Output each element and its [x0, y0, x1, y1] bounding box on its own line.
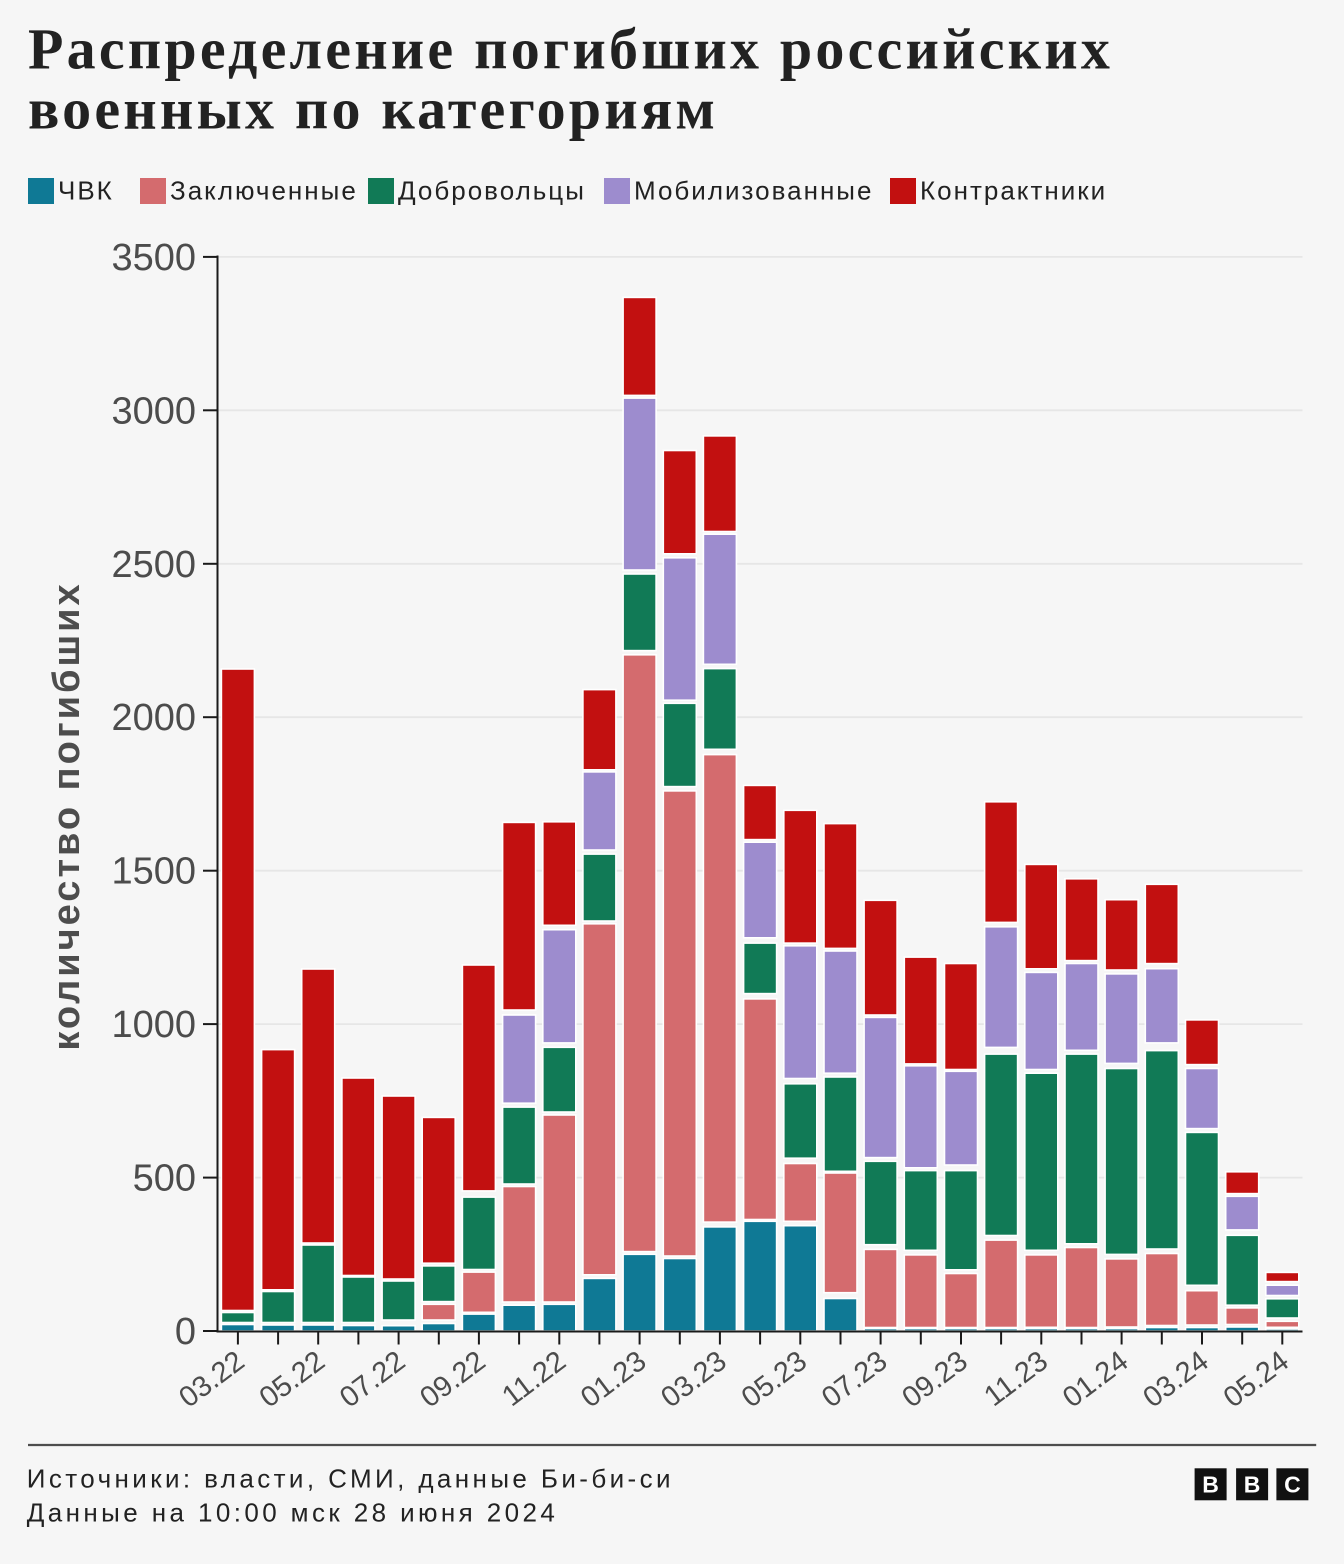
svg-text:3500: 3500: [111, 237, 196, 279]
svg-text:0: 0: [175, 1311, 196, 1353]
svg-text:B: B: [1244, 1472, 1261, 1498]
svg-text:C: C: [1284, 1472, 1301, 1498]
svg-text:военных по категориям: военных по категориям: [28, 77, 718, 142]
svg-text:Мобилизованные: Мобилизованные: [634, 176, 873, 206]
svg-text:Добровольцы: Добровольцы: [398, 176, 586, 206]
svg-text:3000: 3000: [111, 390, 196, 432]
svg-text:Распределение погибших российс: Распределение погибших российских: [28, 17, 1113, 82]
svg-text:2500: 2500: [111, 544, 196, 586]
svg-text:количество погибших: количество погибших: [46, 581, 88, 1050]
svg-text:Данные на 10:00 мск 28 июня 20: Данные на 10:00 мск 28 июня 2024: [27, 1498, 558, 1528]
svg-text:2000: 2000: [111, 697, 196, 739]
svg-text:Заключенные: Заключенные: [170, 176, 358, 206]
svg-text:500: 500: [133, 1158, 196, 1200]
svg-text:B: B: [1202, 1472, 1219, 1498]
svg-text:1000: 1000: [111, 1004, 196, 1046]
svg-text:1500: 1500: [111, 851, 196, 893]
svg-text:Контрактники: Контрактники: [920, 176, 1107, 206]
svg-text:ЧВК: ЧВК: [58, 176, 114, 206]
svg-text:Источники: власти, СМИ, данные: Источники: власти, СМИ, данные Би-би-си: [27, 1464, 674, 1494]
